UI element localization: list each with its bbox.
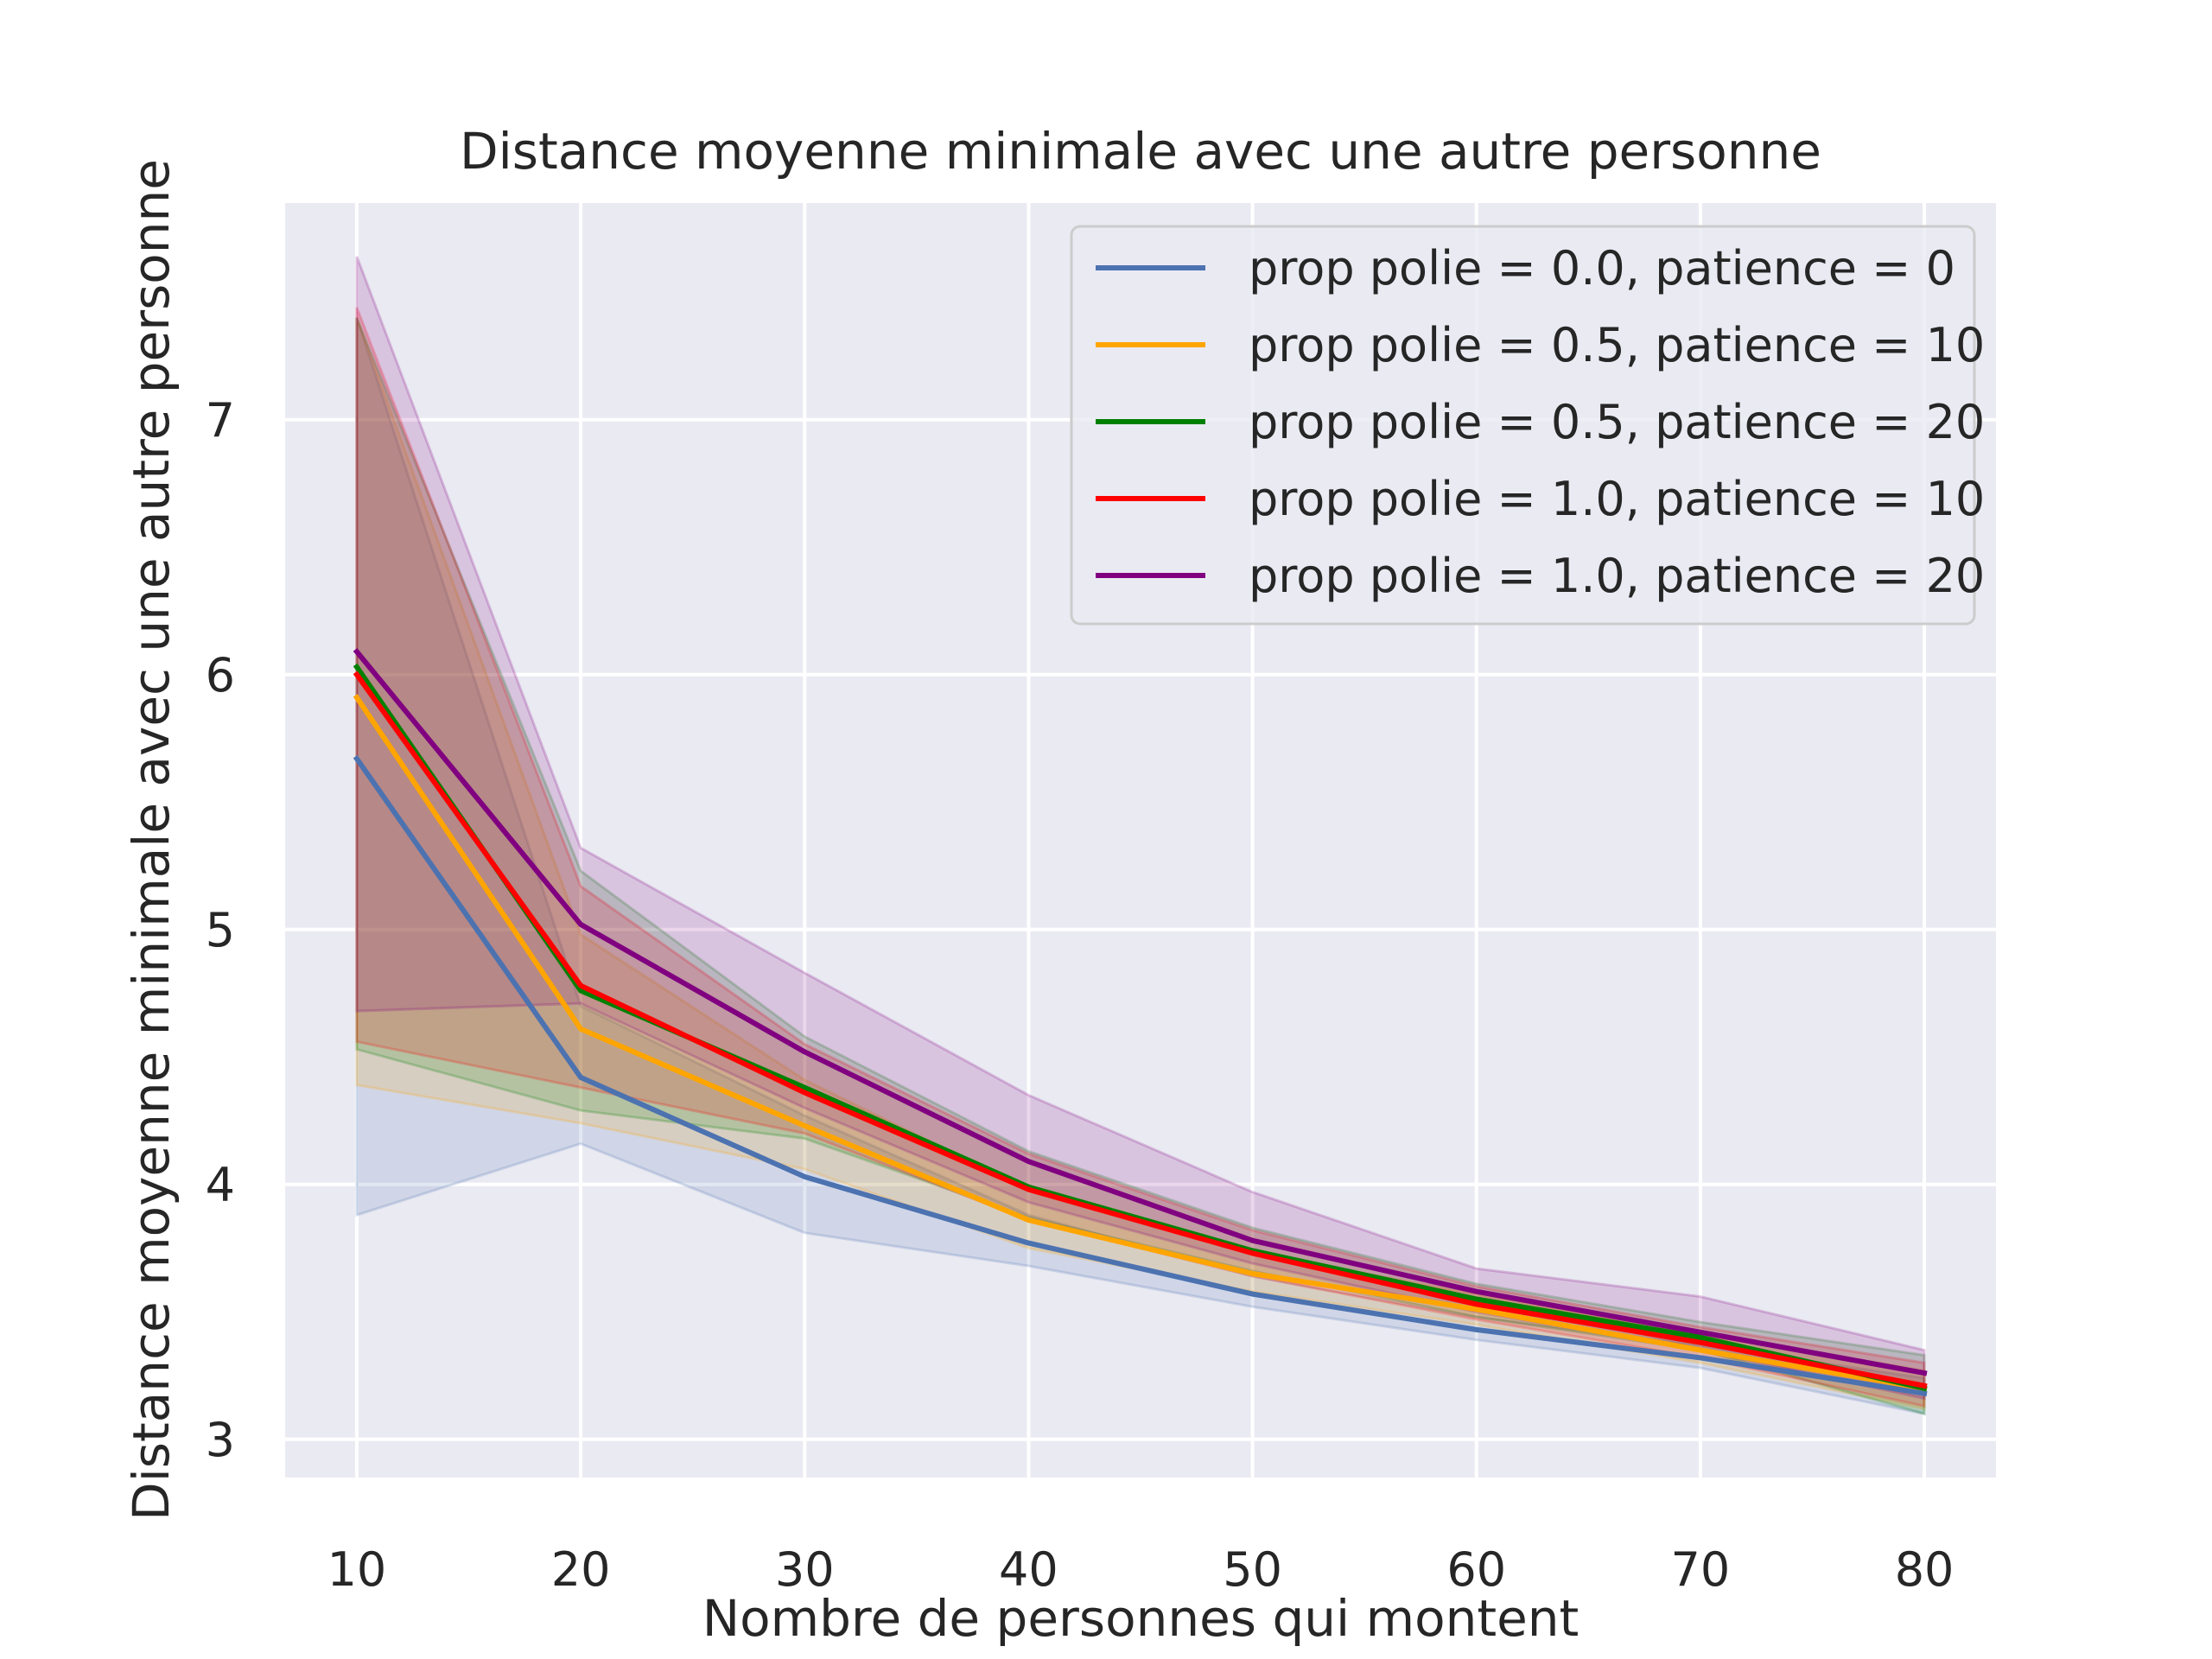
- x-tick-label: 30: [775, 1542, 835, 1597]
- chart-title: Distance moyenne minimale avec une autre…: [460, 122, 1821, 181]
- x-tick-label: 80: [1895, 1542, 1955, 1597]
- x-tick-label: 20: [551, 1542, 611, 1597]
- line-series-1: [353, 694, 1928, 1392]
- legend-box: [1070, 225, 1976, 626]
- y-tick-label: 3: [206, 1413, 235, 1467]
- legend-label-4: prop polie = 1.0, patience = 20: [1249, 549, 1985, 603]
- y-axis-ticks: 3 4 5 6 7: [206, 393, 235, 1467]
- band-series-0: [355, 317, 1926, 1416]
- y-tick-label: 6: [206, 648, 235, 702]
- x-tick-label: 50: [1223, 1542, 1282, 1597]
- band-series-2: [355, 317, 1926, 1416]
- x-tick-label: 60: [1446, 1542, 1506, 1597]
- legend-label-1: prop polie = 0.5, patience = 10: [1249, 318, 1985, 372]
- x-tick-label: 10: [327, 1542, 387, 1597]
- x-tick-label: 70: [1671, 1542, 1731, 1597]
- line-series-3: [353, 671, 1928, 1389]
- y-tick-label: 7: [206, 393, 235, 448]
- legend-label-0: prop polie = 0.0, patience = 0: [1249, 241, 1955, 296]
- x-axis-label: Nombre de personnes qui montent: [702, 1589, 1580, 1648]
- legend: prop polie = 0.0, patience = 0 prop polie…: [1070, 225, 1985, 626]
- band-series-4: [355, 256, 1926, 1401]
- line-series-0: [353, 754, 1928, 1397]
- y-tick-label: 5: [206, 903, 235, 957]
- legend-label-2: prop polie = 0.5, patience = 20: [1249, 395, 1985, 449]
- confidence-bands: [355, 256, 1926, 1416]
- x-axis-ticks: 10 20 30 40 50 60 70 80: [327, 1542, 1955, 1597]
- y-axis-label: Distance moyenne minimale avec une autre…: [122, 159, 181, 1521]
- y-tick-label: 4: [206, 1158, 235, 1212]
- band-series-3: [355, 307, 1926, 1408]
- series-lines: [353, 647, 1928, 1397]
- line-series-4: [353, 647, 1928, 1376]
- x-tick-label: 40: [999, 1542, 1058, 1597]
- legend-label-3: prop polie = 1.0, patience = 10: [1249, 472, 1985, 526]
